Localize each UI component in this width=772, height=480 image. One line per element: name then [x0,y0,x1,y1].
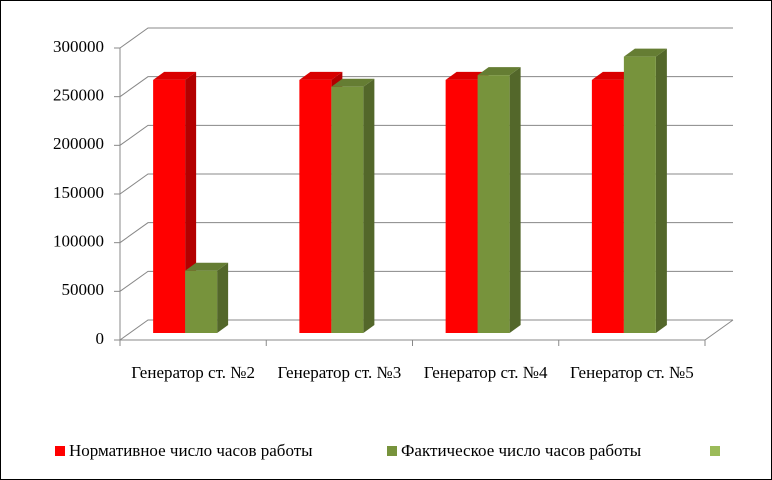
legend-swatch [55,446,65,456]
bar-front [477,75,510,334]
legend-label: Нормативное число часов работы [69,441,313,460]
legend-label: Фактическое число часов работы [401,441,642,460]
grid-line [119,270,733,292]
bar [623,48,667,333]
bar-front [331,86,364,333]
bar [331,78,375,333]
grid-line [119,76,733,98]
x-tick-label: Генератор ст. №5 [570,363,694,382]
bar-front [591,79,624,333]
y-tick-label: 100000 [53,232,104,251]
bar-front [445,79,478,333]
y-tick-label: 50000 [62,280,105,299]
bar-side [655,48,667,333]
bar-side [509,67,521,334]
grid-line [119,319,733,341]
x-tick-label: Генератор ст. №2 [131,363,255,382]
legend-swatch [387,446,397,456]
y-tick-label: 200000 [53,134,104,153]
bar-side [363,78,375,333]
grid-line [119,222,733,244]
grid-line [119,27,733,49]
bar [185,262,229,333]
bar-top [299,71,343,80]
y-tick-label: 300000 [53,37,104,56]
bar-top [623,48,667,57]
grid-line [119,173,733,195]
bar-top [477,67,521,76]
legend-swatch-extra [710,446,720,456]
bar-front [153,79,186,333]
grid-line [119,124,733,146]
bar-top [185,262,229,271]
bar-top [331,78,375,87]
bar-front [185,270,218,333]
y-tick-label: 0 [96,329,105,348]
x-tick-label: Генератор ст. №3 [277,363,402,382]
bar [477,67,521,334]
y-tick-label: 250000 [53,86,104,105]
bar-top [153,71,197,80]
bar-front [623,56,656,333]
bar-front [299,79,332,333]
x-tick-label: Генератор ст. №4 [423,363,548,382]
bar-side [217,262,229,333]
y-tick-label: 150000 [53,183,104,202]
